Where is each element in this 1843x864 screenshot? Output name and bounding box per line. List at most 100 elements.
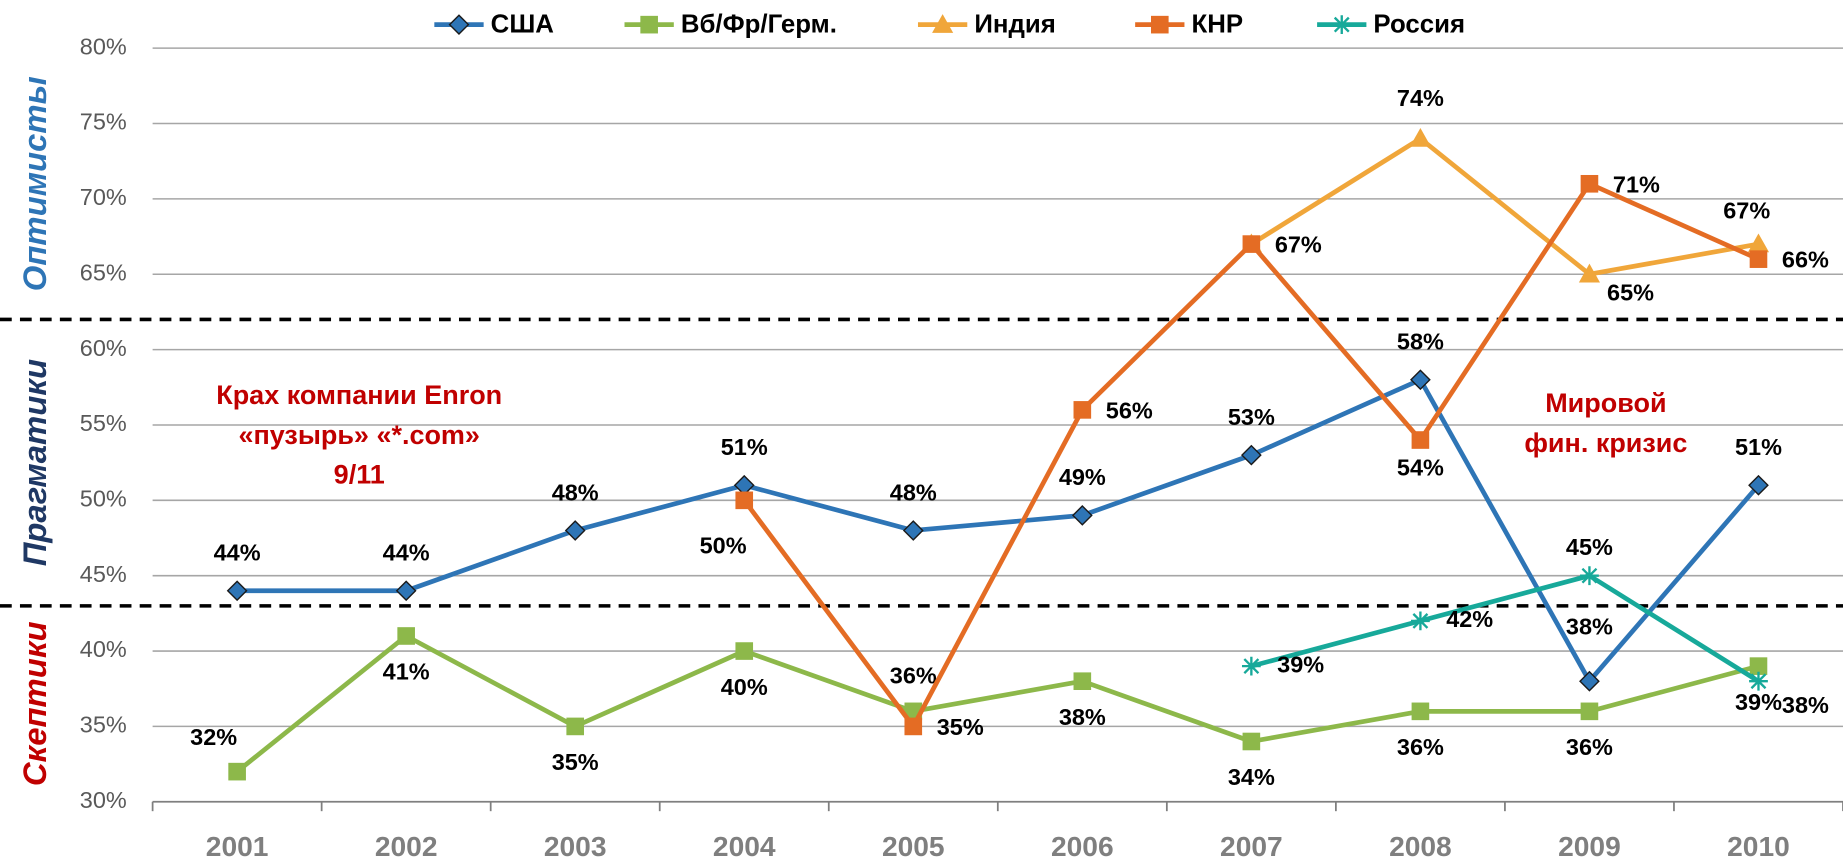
marker [1748,474,1769,496]
value-label: 71% [1613,171,1660,197]
y-tick-label: 65% [80,259,127,285]
x-tick-label: 2010 [1727,830,1790,862]
marker [1749,657,1768,675]
value-label: 36% [1397,734,1444,760]
y-tick-label: 70% [80,184,127,210]
marker [1411,611,1430,631]
series-line [235,633,1760,774]
marker [1242,235,1261,253]
value-label: 39% [1277,651,1324,677]
value-label: 41% [383,659,430,685]
value-label: 38% [1782,692,1829,718]
x-tick-label: 2003 [544,830,607,862]
series-line [237,377,1761,684]
y-tick-label: 55% [80,410,127,436]
y-tick-label: 30% [80,787,127,813]
annotation: 9/11 [334,460,385,490]
value-label: 54% [1397,455,1444,481]
x-tick-label: 2001 [206,830,269,862]
marker [902,520,924,541]
legend-label: КНР [1191,11,1243,39]
marker [735,491,754,510]
marker [1073,401,1092,419]
legend-marker [932,14,954,33]
value-label: 53% [1228,404,1275,430]
value-label: 42% [1446,606,1493,632]
marker [1240,444,1262,466]
value-label: 67% [1275,232,1322,258]
value-label: 45% [1566,534,1613,560]
y-tick-label: 40% [80,636,127,662]
marker [1579,670,1600,692]
marker [1410,369,1431,391]
value-label: 67% [1723,198,1770,224]
legend-label: Индия [974,11,1055,39]
annotation: Крах компании Enron [216,380,502,410]
zone-label: Прагматики [16,359,53,566]
value-label: 44% [383,540,430,566]
legend-label: США [491,11,554,39]
marker [228,762,246,781]
x-tick-label: 2002 [375,830,438,862]
legend-marker [640,15,658,34]
marker [1749,250,1768,268]
series-line [1250,573,1760,684]
legend-marker [448,14,470,36]
marker [1241,656,1261,676]
y-tick-label: 60% [80,335,127,361]
legend-marker [1332,15,1352,35]
x-tick-label: 2009 [1558,830,1621,862]
value-label: 36% [890,663,937,689]
marker [566,717,585,736]
x-tick-label: 2006 [1051,830,1114,862]
series [1240,128,1770,283]
zone-label: Скептики [16,621,53,786]
marker [397,627,415,645]
series-line [1250,136,1759,277]
marker [1749,671,1768,691]
y-tick-label: 80% [80,33,127,59]
marker [1578,263,1601,283]
x-tick-label: 2008 [1389,830,1452,862]
legend-marker [1150,15,1169,34]
value-label: 48% [890,479,937,505]
value-label: 35% [552,749,599,775]
value-label: 32% [190,724,237,750]
value-label: 56% [1106,397,1153,423]
marker [1580,566,1599,586]
series [228,627,1768,781]
y-tick-label: 50% [80,486,127,512]
value-label: 34% [1228,764,1275,790]
x-tick-label: 2007 [1220,830,1283,862]
marker [226,580,248,602]
value-label: 39% [1735,689,1782,715]
x-tick-label: 2005 [882,830,945,862]
marker [395,580,417,602]
value-label: 38% [1059,704,1106,730]
legend-label: Россия [1373,11,1465,39]
marker [1580,702,1599,721]
value-label: 44% [214,540,261,566]
marker [1071,505,1093,526]
marker [735,642,754,660]
value-label: 65% [1607,279,1654,305]
value-label: 58% [1397,329,1444,355]
value-label: 48% [552,479,599,505]
value-label: 36% [1566,734,1613,760]
value-label: 35% [937,714,984,740]
value-label: 51% [721,434,768,460]
annotation: «пузырь» «*.com» [238,420,479,450]
zone-label: Оптимисты [16,76,53,291]
value-label: 66% [1782,247,1829,273]
marker [1242,732,1261,751]
marker [1411,702,1430,721]
value-label: 74% [1397,85,1444,111]
value-label: 49% [1059,464,1106,490]
series [226,369,1769,692]
value-label: 50% [700,532,747,558]
y-tick-label: 35% [80,712,127,738]
value-label: 38% [1566,614,1613,640]
value-label: 40% [721,674,768,700]
series [1241,566,1768,691]
annotation: фин. кризис [1524,428,1687,458]
